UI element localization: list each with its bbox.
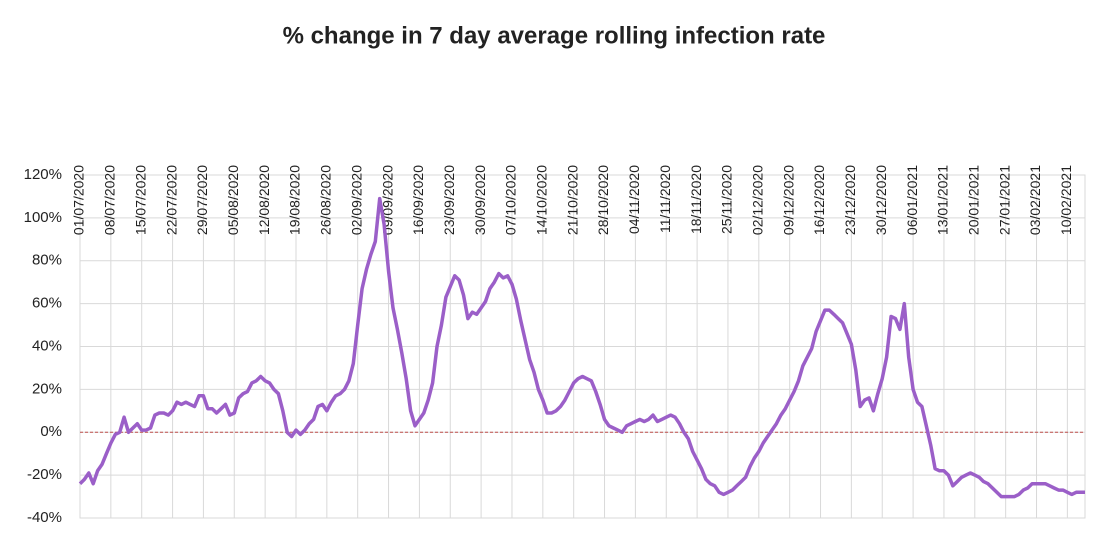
y-tick-label: 60% bbox=[32, 295, 62, 312]
x-tick-label: 06/01/2021 bbox=[904, 165, 920, 235]
x-tick-label: 03/02/2021 bbox=[1027, 165, 1043, 235]
x-tick-label: 12/08/2020 bbox=[256, 165, 272, 235]
y-tick-label: -20% bbox=[27, 466, 62, 483]
x-tick-label: 30/12/2020 bbox=[873, 165, 889, 235]
x-tick-label: 02/09/2020 bbox=[348, 165, 364, 235]
y-tick-label: 80% bbox=[32, 252, 62, 269]
chart-title: % change in 7 day average rolling infect… bbox=[283, 22, 826, 49]
y-tick-label: -40% bbox=[27, 509, 62, 526]
x-tick-label: 05/08/2020 bbox=[225, 165, 241, 235]
x-tick-label: 26/08/2020 bbox=[318, 165, 334, 235]
x-tick-label: 09/12/2020 bbox=[780, 165, 796, 235]
x-tick-label: 23/12/2020 bbox=[842, 165, 858, 235]
x-tick-label: 07/10/2020 bbox=[503, 165, 519, 235]
x-tick-label: 18/11/2020 bbox=[688, 165, 704, 234]
x-tick-label: 11/11/2020 bbox=[657, 165, 673, 233]
x-tick-label: 19/08/2020 bbox=[287, 165, 303, 235]
x-tick-label: 16/09/2020 bbox=[410, 165, 426, 235]
x-tick-label: 14/10/2020 bbox=[534, 165, 550, 235]
x-tick-label: 27/01/2021 bbox=[996, 165, 1012, 235]
x-tick-label: 30/09/2020 bbox=[472, 165, 488, 235]
x-tick-label: 10/02/2021 bbox=[1058, 165, 1074, 235]
x-tick-label: 29/07/2020 bbox=[194, 165, 210, 235]
y-tick-label: 0% bbox=[40, 423, 62, 440]
x-tick-label: 20/01/2021 bbox=[966, 165, 982, 235]
x-tick-label: 13/01/2021 bbox=[935, 165, 951, 235]
x-tick-label: 01/07/2020 bbox=[71, 165, 87, 235]
x-tick-label: 16/12/2020 bbox=[811, 165, 827, 235]
x-tick-label: 08/07/2020 bbox=[102, 165, 118, 235]
y-tick-label: 120% bbox=[24, 166, 62, 183]
y-tick-label: 100% bbox=[24, 209, 62, 226]
x-tick-label: 02/12/2020 bbox=[750, 165, 766, 235]
x-tick-label: 21/10/2020 bbox=[564, 165, 580, 235]
y-tick-label: 20% bbox=[32, 380, 62, 397]
x-tick-label: 28/10/2020 bbox=[595, 165, 611, 235]
x-tick-label: 04/11/2020 bbox=[626, 165, 642, 234]
x-tick-label: 15/07/2020 bbox=[132, 165, 148, 235]
y-tick-label: 40% bbox=[32, 337, 62, 354]
x-tick-label: 25/11/2020 bbox=[719, 165, 735, 234]
data-line bbox=[78, 196, 1085, 499]
x-tick-label: 22/07/2020 bbox=[163, 165, 179, 235]
x-tick-label: 23/09/2020 bbox=[441, 165, 457, 235]
